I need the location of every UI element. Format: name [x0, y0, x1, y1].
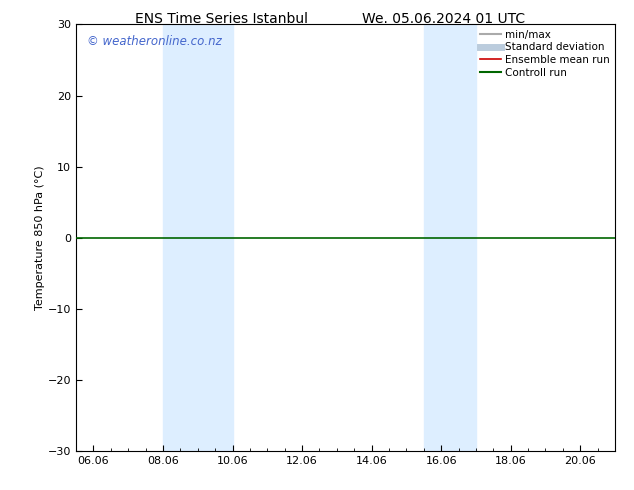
Bar — [424, 24, 476, 451]
Y-axis label: Temperature 850 hPa (°C): Temperature 850 hPa (°C) — [35, 165, 45, 310]
Text: ENS Time Series Istanbul: ENS Time Series Istanbul — [136, 12, 308, 26]
Text: © weatheronline.co.nz: © weatheronline.co.nz — [87, 35, 222, 48]
Bar — [163, 24, 233, 451]
Text: We. 05.06.2024 01 UTC: We. 05.06.2024 01 UTC — [362, 12, 526, 26]
Legend: min/max, Standard deviation, Ensemble mean run, Controll run: min/max, Standard deviation, Ensemble me… — [480, 30, 610, 77]
